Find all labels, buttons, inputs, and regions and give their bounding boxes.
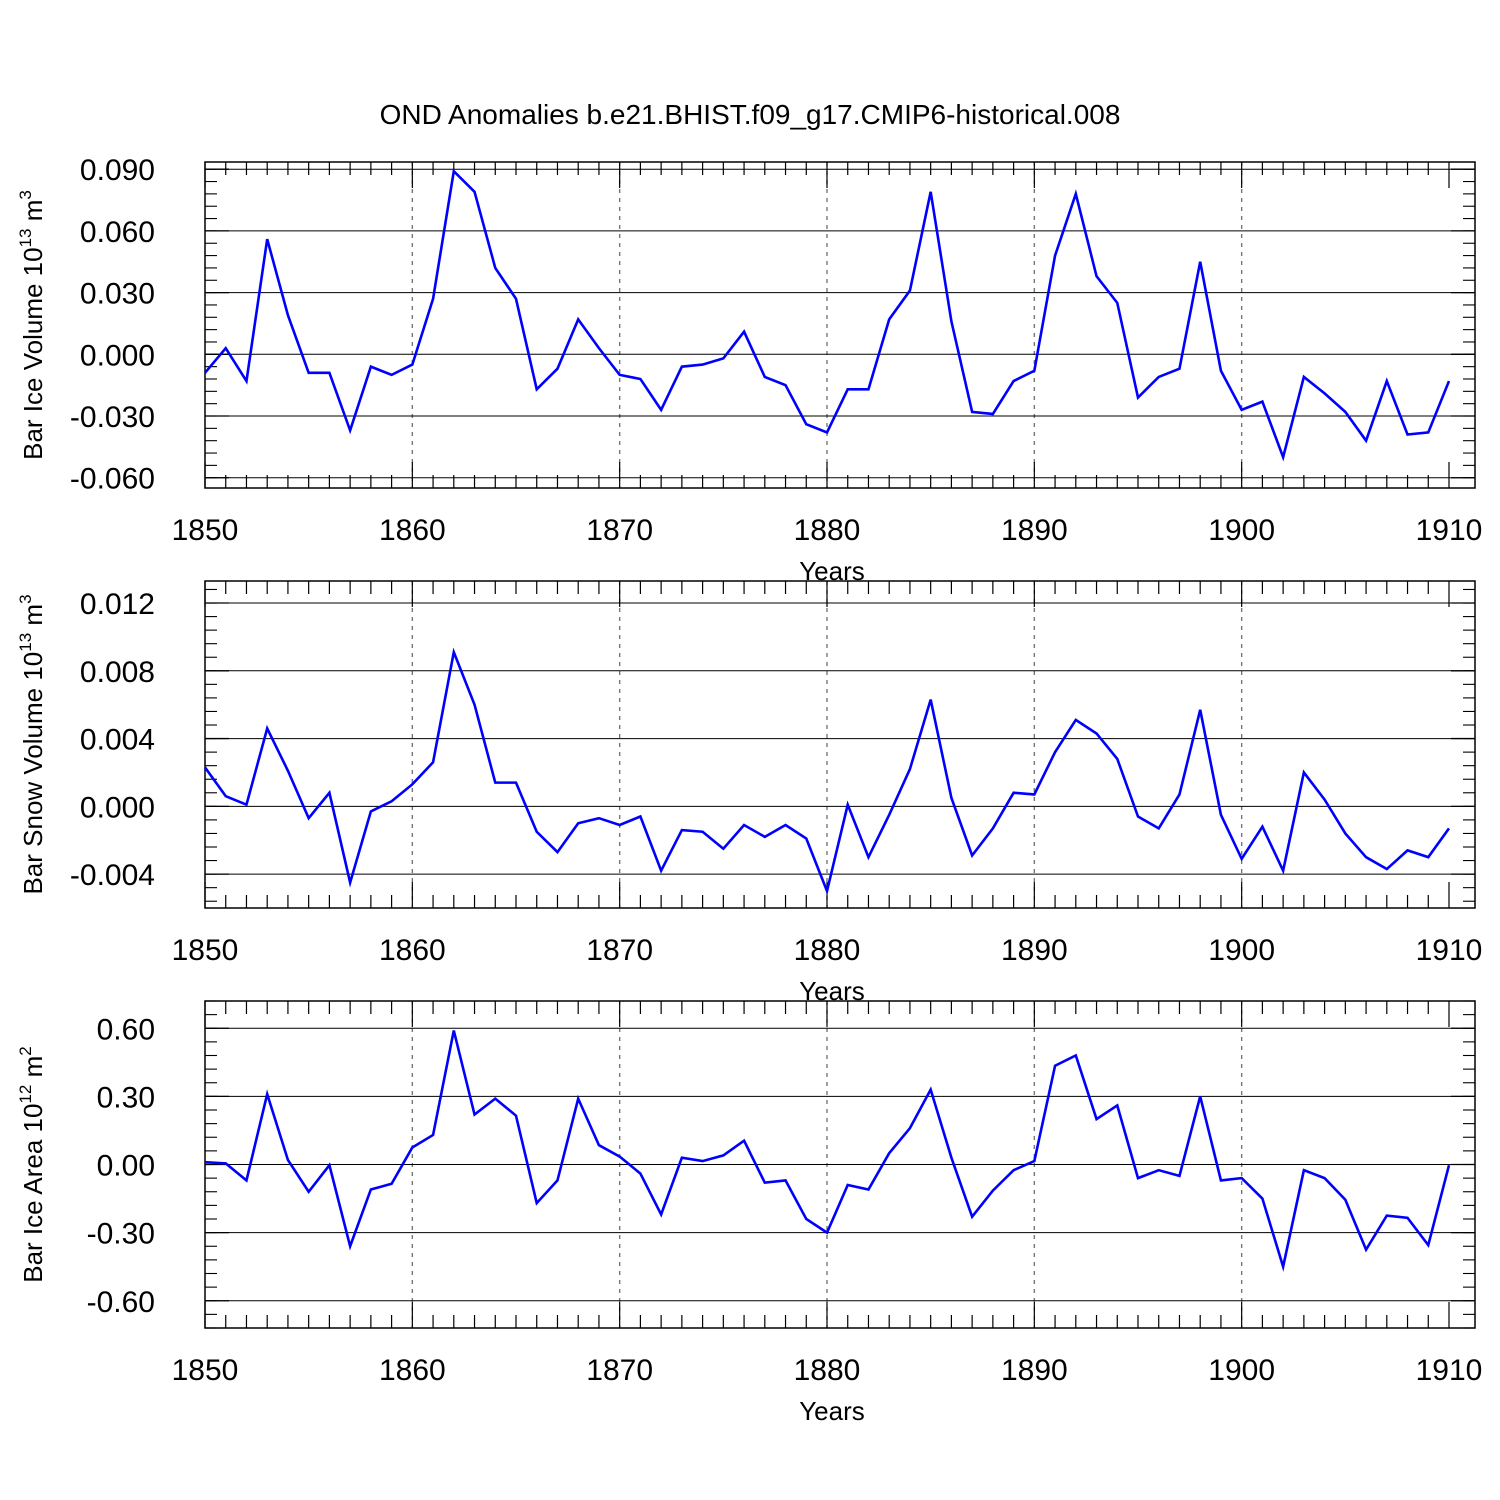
y-tick-label: -0.004: [70, 859, 155, 892]
x-tick-label: 1870: [586, 514, 653, 547]
y-tick-label: 0.004: [80, 724, 155, 757]
y-tick-label: -0.30: [87, 1218, 155, 1251]
panel-snow-volume: 0.012 0.008 0.004 0.000 -0.004 1850 1860 1870 18…: [16, 580, 1483, 1006]
x-tick-label: 1910: [1416, 1354, 1483, 1387]
y-tick-label: 0.008: [80, 656, 155, 689]
panel-ice-area: 0.60 0.30 0.00 -0.30 -0.60 1850 1860 1870 1880 18…: [16, 1000, 1483, 1426]
y-tick-label: 0.000: [80, 791, 155, 824]
x-tick-label: 1850: [172, 934, 239, 967]
y-tick-label: -0.030: [70, 401, 155, 434]
y-axis-label: Bar Ice Area 1012 m2: [16, 1046, 48, 1283]
plot-frame: [204, 161, 1476, 489]
x-tick-label: 1870: [586, 934, 653, 967]
y-tick-label: 0.60: [97, 1013, 155, 1046]
x-tick-label: 1900: [1208, 1354, 1275, 1387]
plot-frame: [204, 580, 1476, 909]
plot-frame: [204, 1000, 1476, 1329]
y-tick-label: 0.030: [80, 278, 155, 311]
y-axis-label: Bar Ice Volume 1013 m3: [16, 190, 48, 460]
x-tick-label: 1860: [379, 514, 446, 547]
y-tick-label: 0.060: [80, 216, 155, 249]
chart-title: OND Anomalies b.e21.BHIST.f09_g17.CMIP6-…: [380, 99, 1121, 130]
x-tick-label: 1890: [1001, 1354, 1068, 1387]
x-tick-label: 1850: [172, 1354, 239, 1387]
x-tick-label: 1910: [1416, 514, 1483, 547]
x-tick-label: 1910: [1416, 934, 1483, 967]
x-tick-label: 1860: [379, 934, 446, 967]
x-tick-label: 1870: [586, 1354, 653, 1387]
x-tick-label: 1880: [794, 1354, 861, 1387]
y-tick-label: -0.60: [87, 1286, 155, 1319]
y-tick-label: -0.060: [70, 463, 155, 496]
y-tick-label: 0.012: [80, 588, 155, 621]
series-line: [204, 168, 1451, 462]
y-tick-label: 0.000: [80, 339, 155, 372]
x-tick-label: 1850: [172, 514, 239, 547]
x-axis-label: Years: [799, 1396, 865, 1426]
x-tick-label: 1900: [1208, 934, 1275, 967]
x-tick-label: 1890: [1001, 514, 1068, 547]
y-tick-label: 0.30: [97, 1081, 155, 1114]
y-axis-label: Bar Snow Volume 1013 m3: [16, 594, 48, 894]
x-tick-label: 1880: [794, 934, 861, 967]
x-tick-label: 1880: [794, 514, 861, 547]
x-tick-label: 1860: [379, 1354, 446, 1387]
x-tick-label: 1900: [1208, 514, 1275, 547]
y-tick-label: 0.090: [80, 154, 155, 187]
y-tick-label: 0.00: [97, 1150, 155, 1183]
series-line: [203, 647, 1451, 896]
series-line: [204, 1030, 1451, 1272]
x-tick-label: 1890: [1001, 934, 1068, 967]
panel-ice-volume: 0.090 0.060 0.030 0.000 -0.030 -0.060 1850 1860…: [16, 154, 1482, 586]
